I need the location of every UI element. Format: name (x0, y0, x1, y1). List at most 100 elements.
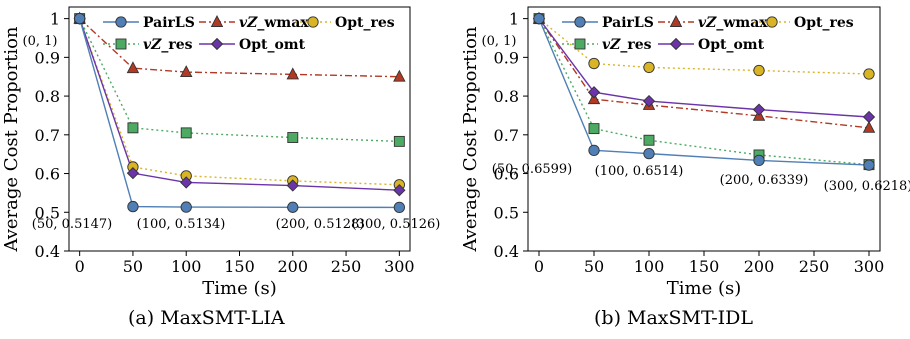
y-tick-label: 0.5 (35, 203, 60, 222)
x-tick-label: 300 (854, 257, 885, 276)
y-tick-label: 0.7 (494, 126, 519, 145)
x-tick-label: 0 (534, 257, 544, 276)
x-tick-label: 50 (123, 257, 143, 276)
x-tick-label: 250 (331, 257, 362, 276)
legend-label: PairLS (602, 15, 654, 31)
point-annotation: (300, 0.5126) (352, 217, 441, 232)
data-point-vz-wmax (862, 120, 876, 133)
data-point-opt-res (753, 64, 765, 77)
legend-marker (766, 16, 778, 28)
data-point-opt-res (588, 57, 600, 70)
point-annotation: (200, 0.6339) (720, 173, 809, 188)
data-point-vz-res (643, 134, 655, 146)
legend-label: Opt_res (335, 15, 395, 31)
y-tick-label: 0.5 (494, 203, 519, 222)
x-tick-label: 100 (634, 257, 665, 276)
legend-label: Opt_omt (698, 37, 765, 53)
data-point-pairls (533, 12, 545, 25)
data-point-opt-omt (286, 179, 299, 192)
legend: PairLS vZ_wmax Opt_res vZ_res Opt_omt (562, 15, 854, 53)
data-point-vz-wmax (179, 65, 193, 78)
legend-label: vZ_res (602, 37, 652, 53)
legend-marker (115, 16, 127, 28)
chart-panel-b: 0 50 100 150 200 250 300 0.4 0.5 0.6 0.7 0.8 0.9 1 Tim… (460, 6, 910, 299)
x-axis-label: Time (s) (667, 278, 742, 299)
chart-panel-a: 0 50 100 150 200 250 300 0.4 0.5 0.6 0.7 0.8 0.9 1 Tim… (1, 6, 441, 299)
point-annotation: (200, 0.5128) (276, 217, 365, 232)
legend-label: PairLS (143, 15, 195, 31)
data-point-vz-wmax (393, 69, 406, 82)
data-point-pairls (180, 201, 192, 213)
data-point-pairls (643, 147, 655, 160)
x-tick-label: 150 (224, 257, 255, 276)
y-tick-label: 1 (509, 10, 519, 29)
point-annotation: (300, 0.6218) (824, 179, 910, 194)
legend-marker (210, 37, 224, 51)
caption-a: (a) MaxSMT-LIA (128, 307, 285, 329)
data-point-pairls (393, 201, 405, 214)
legend: PairLS vZ_wmax Opt_res vZ_res Opt_omt (103, 15, 395, 53)
data-point-vz-wmax (286, 67, 300, 80)
legend-label: vZ_wmax (698, 15, 768, 31)
x-tick-label: 200 (278, 257, 309, 276)
legend-marker (574, 38, 586, 50)
data-point-pairls (287, 201, 299, 213)
legend-marker (669, 15, 683, 27)
series-line-vz-res (538, 18, 870, 166)
caption-b: (b) MaxSMT-IDL (594, 307, 753, 329)
data-point-vz-res (287, 132, 299, 143)
data-point-opt-omt (180, 176, 193, 189)
data-point-pairls (863, 159, 875, 171)
data-point-opt-omt (752, 103, 766, 116)
y-tick-label: 0.8 (35, 87, 60, 106)
legend-label: vZ_res (143, 37, 193, 53)
data-point-vz-res (588, 123, 600, 135)
series-line-opt-omt (538, 18, 870, 118)
data-point-pairls (588, 144, 600, 156)
point-annotation: (50, 0.5147) (32, 217, 112, 232)
data-point-vz-res (127, 122, 139, 134)
point-annotation: (0, 1) (23, 34, 58, 49)
data-point-pairls (753, 154, 765, 167)
series-line-vz-wmax (538, 18, 870, 129)
y-tick-label: 1 (50, 10, 60, 29)
legend-marker (115, 38, 127, 50)
x-tick-label: 200 (744, 257, 775, 276)
legend-marker (210, 15, 224, 27)
data-point-pairls (74, 12, 86, 25)
y-tick-label: 0.6 (494, 165, 519, 184)
data-point-vz-wmax (126, 61, 140, 74)
x-tick-label: 50 (584, 257, 604, 276)
y-axis-label: Average Cost Proportion (1, 26, 22, 252)
legend-marker (307, 16, 319, 28)
data-point-opt-omt (393, 184, 406, 197)
legend-label: Opt_omt (239, 37, 306, 53)
point-annotation: (0, 1) (482, 34, 517, 49)
point-annotation: (50, 0.6599) (492, 162, 572, 177)
data-point-opt-omt (126, 167, 140, 180)
y-tick-label: 0.4 (494, 242, 519, 261)
data-point-pairls (127, 200, 139, 213)
point-annotation: (100, 0.6514) (595, 164, 684, 179)
x-tick-label: 250 (799, 257, 830, 276)
legend-marker (669, 37, 683, 51)
point-annotation: (100, 0.5134) (137, 217, 226, 232)
y-tick-label: 0.4 (35, 242, 60, 261)
x-tick-label: 0 (75, 257, 85, 276)
y-tick-label: 0.8 (494, 87, 519, 106)
legend-label: vZ_wmax (239, 15, 309, 31)
x-tick-label: 100 (171, 257, 202, 276)
x-tick-label: 150 (689, 257, 720, 276)
y-tick-label: 0.9 (494, 48, 519, 67)
legend-marker (574, 16, 586, 28)
data-point-opt-omt (862, 110, 876, 124)
figure: 0 50 100 150 200 250 3000.40.50.60.70.80.91Tim… (1, 6, 910, 299)
legend-label: Opt_res (794, 15, 854, 31)
data-point-vz-res (393, 135, 405, 147)
y-tick-label: 0.7 (35, 126, 60, 145)
data-point-opt-res (863, 68, 875, 80)
y-tick-label: 0.9 (35, 48, 60, 67)
data-point-opt-omt (642, 94, 656, 108)
data-point-opt-res (643, 61, 655, 74)
x-axis-label: Time (s) (202, 278, 277, 299)
